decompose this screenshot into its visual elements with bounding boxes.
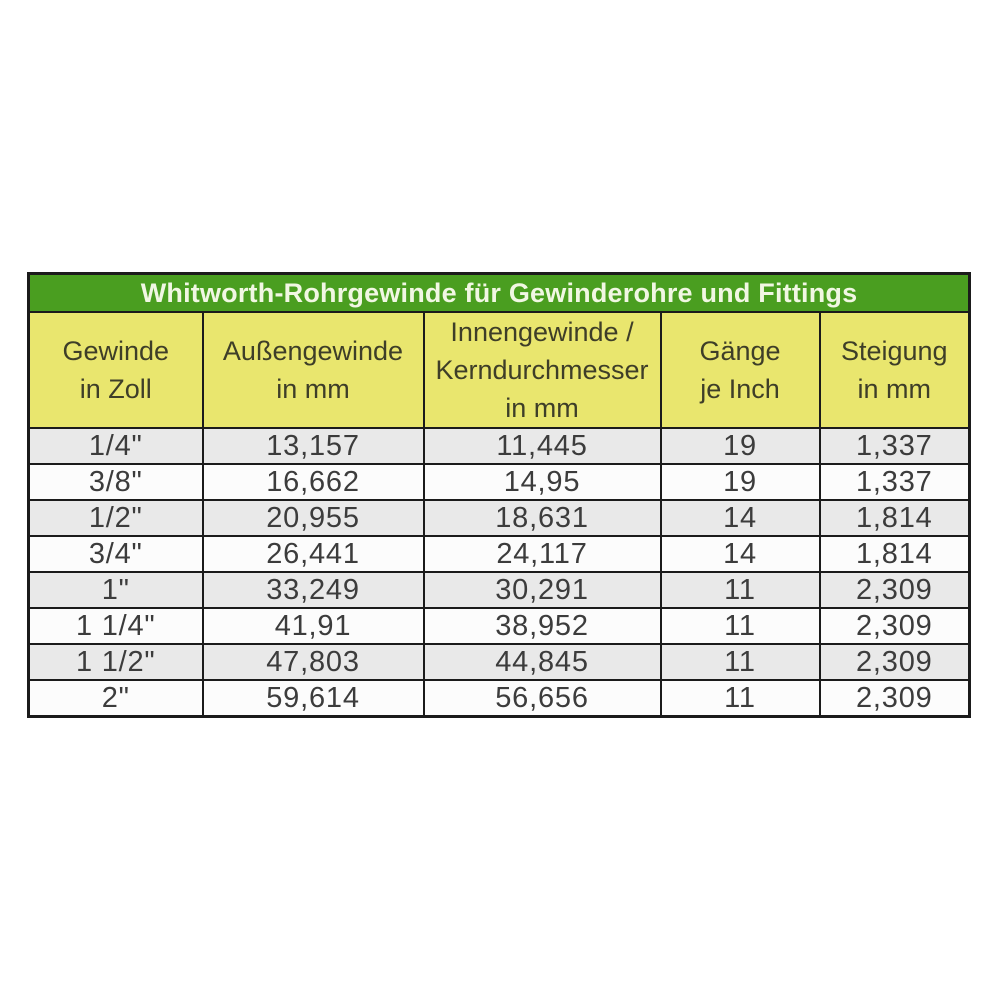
table-cell: 2,309 bbox=[818, 607, 971, 645]
table-cell: 3/4" bbox=[27, 535, 204, 573]
table-row: 1/2" 20,955 18,631 14 1,814 bbox=[27, 499, 971, 537]
table-cell: 44,845 bbox=[422, 643, 662, 681]
table-cell: 13,157 bbox=[201, 427, 425, 465]
table-row: 1 1/2" 47,803 44,845 11 2,309 bbox=[27, 643, 971, 681]
table-cell: 1,814 bbox=[818, 499, 971, 537]
table-cell: 1/2" bbox=[27, 499, 204, 537]
table-row: 1/4" 13,157 11,445 19 1,337 bbox=[27, 427, 971, 465]
whitworth-thread-table: Whitworth-Rohrgewinde für Gewinderohre u… bbox=[27, 272, 972, 718]
table-cell: 56,656 bbox=[422, 679, 662, 718]
table-cell: 11,445 bbox=[422, 427, 662, 465]
table-cell: 11 bbox=[659, 643, 821, 681]
table-cell: 47,803 bbox=[201, 643, 425, 681]
table-cell: 2,309 bbox=[818, 679, 971, 718]
table-cell: 19 bbox=[659, 463, 821, 501]
table-cell: 19 bbox=[659, 427, 821, 465]
table-row: 2" 59,614 56,656 11 2,309 bbox=[27, 679, 971, 718]
table-cell: 1/4" bbox=[27, 427, 204, 465]
table-cell: 11 bbox=[659, 679, 821, 718]
table-cell: 16,662 bbox=[201, 463, 425, 501]
table-cell: 2" bbox=[27, 679, 204, 718]
table-cell: 18,631 bbox=[422, 499, 662, 537]
table-row: 1" 33,249 30,291 11 2,309 bbox=[27, 571, 971, 609]
table-cell: 11 bbox=[659, 571, 821, 609]
column-header-steigung: Steigung in mm bbox=[818, 311, 971, 429]
title-row: Whitworth-Rohrgewinde für Gewinderohre u… bbox=[27, 272, 971, 313]
table-cell: 2,309 bbox=[818, 643, 971, 681]
table-row: 3/8" 16,662 14,95 19 1,337 bbox=[27, 463, 971, 501]
column-header-gaenge-je-inch: Gänge je Inch bbox=[659, 311, 821, 429]
table-cell: 14 bbox=[659, 535, 821, 573]
table-cell: 20,955 bbox=[201, 499, 425, 537]
table-cell: 1,814 bbox=[818, 535, 971, 573]
column-header-gewinde-in-zoll: Gewinde in Zoll bbox=[27, 311, 204, 429]
table-cell: 59,614 bbox=[201, 679, 425, 718]
table-cell: 1" bbox=[27, 571, 204, 609]
table-title: Whitworth-Rohrgewinde für Gewinderohre u… bbox=[27, 272, 971, 313]
table-cell: 1 1/4" bbox=[27, 607, 204, 645]
table-cell: 30,291 bbox=[422, 571, 662, 609]
table-cell: 11 bbox=[659, 607, 821, 645]
table-row: 3/4" 26,441 24,117 14 1,814 bbox=[27, 535, 971, 573]
table-row: 1 1/4" 41,91 38,952 11 2,309 bbox=[27, 607, 971, 645]
header-row: Gewinde in Zoll Außengewinde in mm Innen… bbox=[27, 311, 971, 429]
column-header-aussengewinde: Außengewinde in mm bbox=[201, 311, 425, 429]
table-cell: 24,117 bbox=[422, 535, 662, 573]
table-cell: 1,337 bbox=[818, 427, 971, 465]
table-cell: 26,441 bbox=[201, 535, 425, 573]
table-cell: 1,337 bbox=[818, 463, 971, 501]
table-cell: 33,249 bbox=[201, 571, 425, 609]
column-header-innengewinde-kerndurchmesser: Innengewinde / Kerndurchmesser in mm bbox=[422, 311, 662, 429]
table-cell: 1 1/2" bbox=[27, 643, 204, 681]
table-cell: 41,91 bbox=[201, 607, 425, 645]
table-cell: 3/8" bbox=[27, 463, 204, 501]
table-cell: 2,309 bbox=[818, 571, 971, 609]
table-cell: 38,952 bbox=[422, 607, 662, 645]
table-cell: 14,95 bbox=[422, 463, 662, 501]
table-cell: 14 bbox=[659, 499, 821, 537]
table-body: 1/4" 13,157 11,445 19 1,337 3/8" 16,662 … bbox=[27, 427, 971, 718]
